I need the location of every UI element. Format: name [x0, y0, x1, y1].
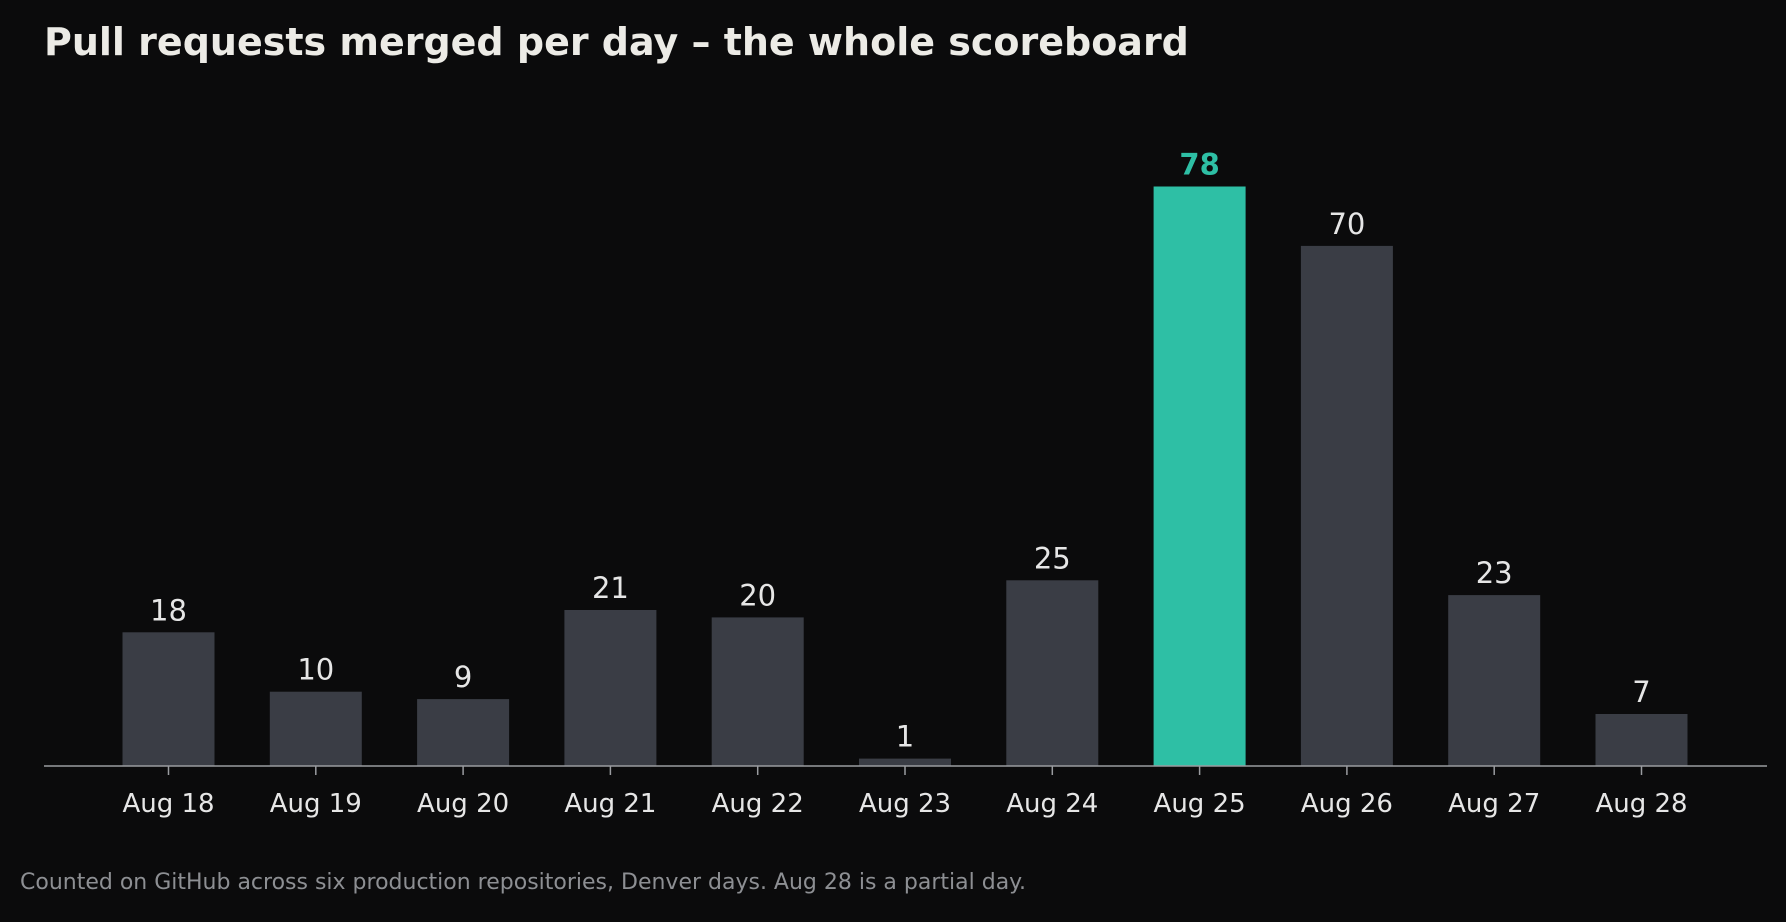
value-labels-group: 18 10 9 21 20 1 25 78 70 23 7 — [150, 148, 1651, 754]
value-label-aug-22: 20 — [739, 578, 776, 612]
value-label-aug-20: 9 — [454, 660, 472, 694]
value-label-aug-27: 23 — [1476, 556, 1513, 590]
x-ticks-group — [167, 766, 1643, 775]
x-tick-label-aug-25: Aug 25 — [1154, 789, 1246, 819]
value-label-aug-25: 78 — [1179, 148, 1219, 182]
footnote: Counted on GitHub across six production … — [20, 870, 1027, 895]
value-label-aug-18: 18 — [150, 593, 187, 627]
x-tick-label-aug-24: Aug 24 — [1006, 789, 1098, 819]
x-tick-label-aug-28: Aug 28 — [1595, 789, 1687, 819]
value-label-aug-21: 21 — [592, 571, 629, 605]
x-tick-label-aug-19: Aug 19 — [270, 789, 362, 819]
value-label-aug-26: 70 — [1328, 207, 1365, 241]
x-tick-label-aug-18: Aug 18 — [122, 789, 214, 819]
bar-aug-26 — [1300, 245, 1393, 766]
bar-aug-25 — [1153, 186, 1246, 766]
x-tick-label-aug-26: Aug 26 — [1301, 789, 1393, 819]
bar-aug-27 — [1448, 595, 1541, 766]
x-tick-label-aug-27: Aug 27 — [1448, 789, 1540, 819]
x-tick-labels-group: Aug 18 Aug 19 Aug 20 Aug 21 Aug 22 Aug 23 Aug … — [122, 789, 1687, 819]
x-tick-label-aug-22: Aug 22 — [712, 789, 804, 819]
bar-aug-20 — [417, 699, 510, 766]
value-label-aug-28: 7 — [1632, 675, 1650, 709]
bar-aug-19 — [269, 691, 362, 766]
value-label-aug-24: 25 — [1034, 541, 1071, 575]
bar-aug-21 — [564, 610, 657, 766]
x-tick-label-aug-21: Aug 21 — [564, 789, 656, 819]
bars-group — [122, 186, 1688, 767]
bar-aug-18 — [122, 632, 215, 766]
bar-aug-23 — [859, 758, 951, 766]
x-tick-label-aug-23: Aug 23 — [859, 789, 951, 819]
value-label-aug-23: 1 — [896, 720, 914, 754]
x-tick-label-aug-20: Aug 20 — [417, 789, 509, 819]
chart-title: Pull requests merged per day – the whole… — [44, 20, 1189, 64]
value-label-aug-19: 10 — [297, 653, 334, 687]
bar-aug-28 — [1595, 714, 1688, 766]
bar-aug-24 — [1006, 580, 1099, 767]
bar-aug-22 — [711, 617, 804, 766]
